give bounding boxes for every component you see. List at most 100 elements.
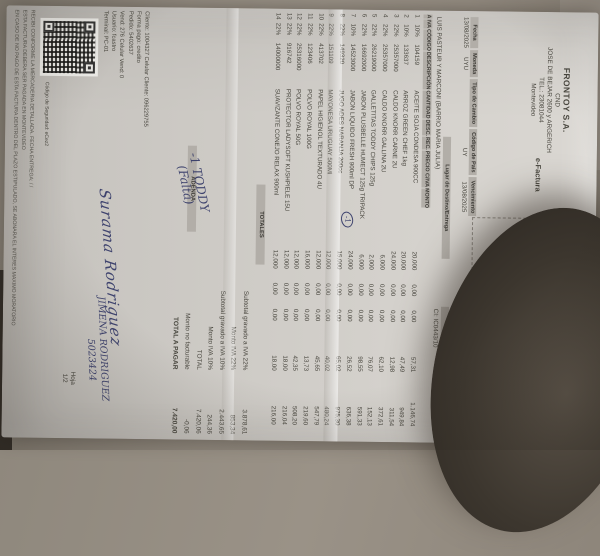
row-code: 133637	[402, 44, 410, 65]
row-iva: 22%	[381, 23, 389, 37]
info-field: Tipo de Cambio	[461, 79, 478, 128]
row-discount: 0,00	[346, 283, 354, 296]
adenda-line: Pedido: 5402637	[126, 10, 134, 55]
row-number: 2	[402, 14, 410, 18]
row-number: 3	[392, 14, 400, 18]
adenda-line: Cliente: 1004327 Celular Cliente: 096229…	[142, 11, 150, 127]
row-unit-price: 13,73	[302, 355, 310, 372]
row-amount: 547,79	[312, 406, 320, 426]
adenda-info: Cliente: 1004327 Celular Cliente: 096229…	[100, 11, 151, 127]
row-iva: 22%	[359, 23, 368, 37]
row-code: 25357000	[380, 43, 389, 72]
adenda-line: Terminal: PC-01	[102, 10, 109, 53]
page-indicator: Hoja 1/2	[59, 358, 76, 398]
total-value: 3.878,61	[240, 409, 248, 435]
info-field-value: 13/08/2025	[462, 16, 470, 49]
row-description: ARROZ GREEN CHEF 1kg	[401, 90, 409, 166]
row-iva: 22%	[295, 22, 303, 36]
row-recargo: 0,00	[302, 308, 311, 322]
row-unit-price: 45,65	[313, 355, 321, 372]
row-code: 916742	[284, 42, 292, 64]
row-unit-price: 26,52	[345, 356, 353, 372]
info-field-value: UYU	[461, 56, 470, 71]
row-quantity: 12,000	[314, 250, 322, 270]
row-unit-price: 18,00	[280, 355, 289, 371]
totals-block: Subtotal gravado a IVA 22% 3.878,61 Mont…	[168, 195, 252, 435]
column-header: A	[423, 14, 433, 19]
column-header: MONTO	[421, 187, 431, 209]
row-recargo: 0,00	[388, 310, 396, 323]
adenda-line: Vend: 276 Celular Vend: 0	[118, 10, 125, 79]
fine-print: RECIBI CONFORME LA MERCADERIA DETALLADA.…	[7, 9, 36, 433]
row-quantity: 20,000	[399, 251, 407, 271]
qr-code	[39, 17, 99, 77]
row-quantity: 20,000	[410, 251, 418, 271]
row-description: JABON LIQUIDO FRESH 900ml DP	[347, 89, 356, 190]
qr-finder-icon	[43, 20, 55, 32]
row-code: 25357000	[391, 44, 399, 72]
items-table-header: A IVA CÓDIGO DESCRIPCIÓN CANTIDAD DESC. REC. PR…	[421, 14, 433, 209]
row-description: POLVO ROYAL 100G	[305, 89, 313, 149]
info-field: Código de País UY	[461, 129, 478, 176]
row-description: GALLETITAS TODDY CHIPS 125g	[368, 89, 377, 187]
row-quantity: 12,000	[292, 249, 301, 270]
row-recargo: 0,00	[313, 309, 321, 322]
row-recargo: 0,00	[292, 308, 300, 321]
row-iva: 10%	[413, 24, 421, 37]
column-header: DESC.	[422, 119, 432, 137]
info-field-value: 13/08/2025	[460, 181, 468, 213]
row-discount: 0,00	[388, 284, 396, 297]
row-unit-price: 76,07	[366, 356, 374, 372]
row-unit-price: 62,10	[377, 356, 385, 373]
page-number: 1/2	[60, 373, 68, 383]
totales-band: TOTALES	[255, 184, 266, 265]
info-field-value: UY	[460, 147, 468, 157]
row-amount: 311,54	[387, 407, 395, 427]
row-amount: 216,00	[269, 405, 277, 425]
row-discount: 0,00	[303, 282, 311, 296]
row-recargo: 0,00	[281, 308, 289, 321]
row-code: 14523000	[348, 43, 357, 72]
row-recargo: 0,00	[399, 310, 407, 323]
row-quantity: 16,000	[303, 250, 311, 270]
row-discount: 0,00	[367, 283, 375, 296]
row-number: 1	[413, 14, 421, 18]
total-label: Monto IVA 10%	[206, 326, 214, 370]
row-quantity: 24,000	[346, 250, 354, 270]
row-number: 11	[306, 13, 314, 20]
row-quantity: 24,000	[389, 251, 397, 271]
row-amount: 216,04	[280, 405, 288, 425]
row-quantity: 2,000	[367, 254, 375, 270]
column-header: DESCRIPCIÓN	[422, 51, 433, 90]
row-description: CALDO KNORR GALLINA 2U	[379, 89, 388, 173]
row-description: POLVO ROYAL 50G	[294, 88, 303, 146]
handwritten-client-number: 5023424	[84, 338, 98, 382]
total-value: 7.420,00	[170, 407, 179, 434]
row-amount: 1.146,74	[408, 402, 416, 427]
total-label: Subtotal gravado a IVA 22%	[241, 290, 250, 371]
row-code: 123406	[306, 43, 314, 64]
row-discount: 0,00	[281, 282, 290, 295]
column-header: CÓDIGO	[423, 28, 433, 51]
row-iva: 22%	[370, 23, 378, 37]
row-recargo: 0,00	[367, 309, 375, 322]
row-number: 10	[317, 13, 325, 21]
row-recargo: 0,00	[345, 309, 353, 322]
row-iva: 22%	[306, 23, 314, 36]
row-code: 25316000	[295, 42, 303, 71]
row-discount: 0,00	[271, 282, 279, 295]
column-header: CANTIDAD	[422, 90, 432, 119]
info-field-label: Código de País	[468, 129, 478, 176]
row-iva: 22%	[285, 22, 293, 36]
row-recargo: 0,00	[270, 308, 279, 321]
row-iva: 22%	[391, 24, 400, 37]
info-field: Fecha 13/08/2025	[462, 16, 479, 49]
row-amount: 636,38	[344, 406, 352, 426]
row-code: 16692000	[359, 43, 367, 72]
row-code: 14000000	[273, 42, 282, 71]
total-value: 244,36	[205, 414, 213, 434]
qr-finder-icon	[83, 62, 95, 74]
info-field-label: Moneda	[469, 50, 479, 78]
total-value: -0,06	[182, 419, 190, 434]
row-description: JABON PLUSBELLE HUMECT 125g TRIPACK	[357, 89, 367, 220]
